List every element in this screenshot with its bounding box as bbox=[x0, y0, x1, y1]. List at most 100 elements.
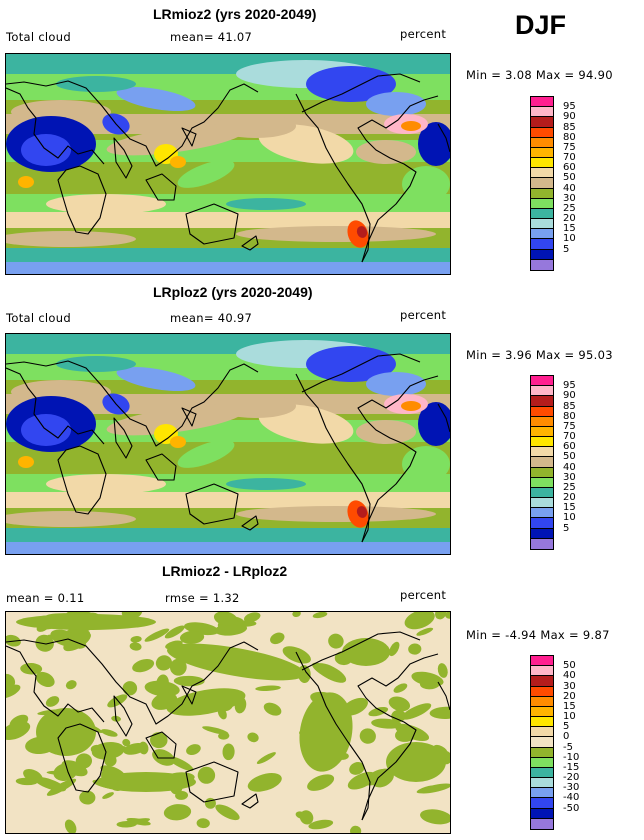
colorbar-tick-label: -15 bbox=[563, 761, 580, 773]
colorbar-tick-label: -10 bbox=[563, 751, 580, 763]
colorbar-swatch bbox=[531, 208, 553, 220]
colorbar-tick-label: 5 bbox=[563, 721, 570, 733]
colorbar-tick-label: 20 bbox=[563, 213, 576, 225]
colorbar-swatch bbox=[531, 706, 553, 718]
colorbar-swatch bbox=[531, 508, 553, 519]
colorbar-swatch bbox=[531, 426, 553, 438]
colorbar-tick-label: 90 bbox=[563, 390, 576, 402]
colorbar-tick-label: 30 bbox=[563, 471, 576, 483]
colorbar-swatch bbox=[531, 457, 553, 468]
colorbar-swatch bbox=[531, 117, 553, 128]
colorbar-swatch bbox=[531, 158, 553, 169]
colorbar-swatch bbox=[531, 676, 553, 687]
colorbar-tick-label: -40 bbox=[563, 792, 580, 804]
colorbar-tick-label: 5 bbox=[563, 243, 570, 255]
colorbar-swatch bbox=[531, 168, 553, 179]
colorbar-swatch bbox=[531, 666, 553, 677]
season-label: DJF bbox=[515, 10, 567, 40]
colorbar-tick-label: 20 bbox=[563, 492, 576, 504]
colorbar-swatch bbox=[531, 178, 553, 189]
colorbar-swatch bbox=[531, 249, 553, 260]
colorbar-swatch bbox=[531, 528, 553, 539]
colorbar-swatch bbox=[531, 747, 553, 758]
panel3-map bbox=[5, 611, 451, 834]
panel1-min-max: Min = 3.08 Max = 94.90 bbox=[466, 68, 613, 82]
colorbar-swatch bbox=[531, 386, 553, 397]
colorbar-tick-label: 20 bbox=[563, 690, 576, 702]
colorbar-swatch bbox=[531, 219, 553, 230]
colorbar-swatch bbox=[531, 259, 553, 270]
colorbar-tick-label: 15 bbox=[563, 502, 576, 514]
panel2-units: percent bbox=[400, 308, 447, 322]
colorbar-tick-label: 60 bbox=[563, 162, 576, 174]
colorbar-tick-label: -30 bbox=[563, 782, 580, 794]
colorbar-tick-label: 70 bbox=[563, 431, 576, 443]
colorbar-tick-label: 85 bbox=[563, 400, 576, 412]
colorbar-swatch bbox=[531, 518, 553, 529]
panel2-map-plot bbox=[6, 334, 450, 554]
colorbar-swatch bbox=[531, 798, 553, 809]
coastline-outline bbox=[6, 631, 450, 821]
colorbar-swatch bbox=[531, 727, 553, 738]
panel3-rmse: rmse = 1.32 bbox=[165, 591, 240, 605]
colorbar-tick-label: 40 bbox=[563, 182, 576, 194]
colorbar-swatch bbox=[531, 406, 553, 417]
colorbar-swatch bbox=[531, 818, 553, 829]
colorbar-swatch bbox=[531, 696, 553, 707]
colorbar-swatch bbox=[531, 686, 553, 697]
coastline-outline bbox=[6, 353, 450, 543]
colorbar-tick-label: 15 bbox=[563, 700, 576, 712]
colorbar-tick-label: -5 bbox=[563, 741, 573, 753]
colorbar-swatch bbox=[531, 757, 553, 768]
colorbar-swatch bbox=[531, 447, 553, 458]
coastline-outline bbox=[6, 73, 450, 263]
panel1-title: LRmioz2 (yrs 2020-2049) bbox=[153, 6, 317, 22]
colorbar-swatch bbox=[531, 778, 553, 789]
colorbar-swatch bbox=[531, 396, 553, 407]
colorbar-tick-label: 40 bbox=[563, 461, 576, 473]
colorbar-tick-label: 75 bbox=[563, 141, 576, 153]
colorbar-tick-label: 85 bbox=[563, 121, 576, 133]
colorbar-tick-label: 80 bbox=[563, 131, 576, 143]
panel1-colorbar bbox=[530, 96, 554, 271]
colorbar-tick-label: -20 bbox=[563, 772, 580, 784]
colorbar-swatch bbox=[531, 538, 553, 549]
colorbar-tick-label: 80 bbox=[563, 410, 576, 422]
colorbar-swatch bbox=[531, 808, 553, 819]
colorbar-tick-label: 60 bbox=[563, 441, 576, 453]
colorbar-swatch bbox=[531, 239, 553, 250]
colorbar-swatch bbox=[531, 717, 553, 728]
colorbar-tick-label: 40 bbox=[563, 670, 576, 682]
colorbar-swatch bbox=[531, 477, 553, 488]
colorbar-swatch bbox=[531, 147, 553, 159]
panel2-mean: mean= 40.97 bbox=[170, 311, 253, 325]
colorbar-swatch bbox=[531, 137, 553, 148]
colorbar-swatch bbox=[531, 487, 553, 499]
colorbar-swatch bbox=[531, 737, 553, 748]
panel2-field-label: Total cloud bbox=[6, 311, 71, 325]
colorbar-swatch bbox=[531, 376, 553, 387]
panel1-field-label: Total cloud bbox=[6, 30, 71, 44]
colorbar-swatch bbox=[531, 198, 553, 209]
panel2-title: LRploz2 (yrs 2020-2049) bbox=[153, 284, 313, 300]
colorbar-tick-label: 50 bbox=[563, 172, 576, 184]
panel2-colorbar bbox=[530, 375, 554, 550]
colorbar-swatch bbox=[531, 788, 553, 799]
colorbar-tick-label: 50 bbox=[563, 660, 576, 672]
panel3-map-plot bbox=[6, 612, 450, 833]
colorbar-swatch bbox=[531, 229, 553, 240]
colorbar-tick-label: 10 bbox=[563, 233, 576, 245]
colorbar-tick-label: 10 bbox=[563, 512, 576, 524]
colorbar-tick-label: 30 bbox=[563, 192, 576, 204]
colorbar-swatch bbox=[531, 437, 553, 448]
colorbar-tick-label: 95 bbox=[563, 380, 576, 392]
colorbar-swatch bbox=[531, 107, 553, 118]
colorbar-tick-label: 50 bbox=[563, 451, 576, 463]
colorbar-tick-label: 70 bbox=[563, 152, 576, 164]
colorbar-tick-label: 30 bbox=[563, 680, 576, 692]
colorbar-tick-label: 25 bbox=[563, 202, 576, 214]
colorbar-tick-label: 90 bbox=[563, 111, 576, 123]
panel3-colorbar bbox=[530, 655, 554, 830]
panel3-units: percent bbox=[400, 588, 447, 602]
colorbar-swatch bbox=[531, 97, 553, 108]
